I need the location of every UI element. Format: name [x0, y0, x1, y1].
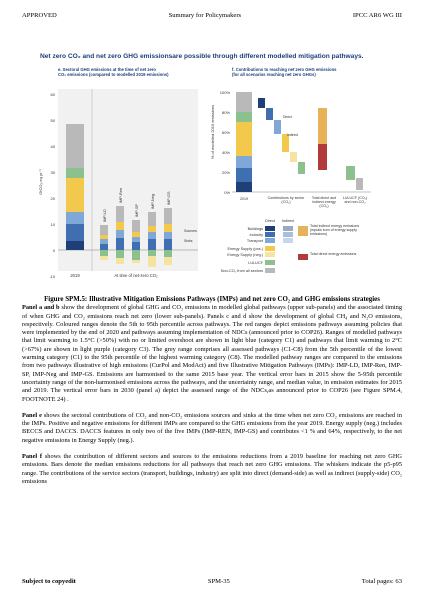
panel-f-legend: Direct Indirect Buildings Industry Trans…: [221, 219, 360, 273]
caption-lead-f: Panel f: [22, 453, 43, 461]
caption-lead-e: Panel e: [22, 411, 42, 419]
caption-paragraph-f: Panel f shows the contribution of differ…: [22, 453, 402, 486]
ytick-50: 50: [51, 118, 56, 123]
caption-text-f: shows the contribution of different sect…: [22, 453, 402, 485]
panel-e-yticks: 60 50 40 30 20 10 0 -10: [49, 92, 56, 279]
panel-e-x-2019: 2019: [70, 273, 80, 278]
figure-title: Net zero CO₂ and net zero GHG emissionsa…: [40, 53, 364, 60]
panel-e-x-netzero: At time of net-zero CO₂: [114, 273, 158, 278]
footer-right: Total pages: 63: [361, 578, 402, 585]
f-label-direct: Direct: [283, 115, 292, 119]
panel-e-ylabel: GtCO₂-eq yr⁻¹: [38, 169, 43, 195]
label-imp-ld: IMP-LD: [103, 209, 107, 222]
imp-gs-bar: [164, 208, 172, 265]
ftick-20: 20%: [222, 170, 230, 175]
panel-e: e. Sectoral GHG emissions at the time of…: [38, 67, 198, 279]
legend-industry: Industry: [249, 233, 263, 237]
figure-panels: e. Sectoral GHG emissions at the time of…: [38, 67, 371, 279]
legend-lulucf: LULUCF: [248, 261, 263, 265]
imp-neg-bar: [148, 212, 156, 267]
ftick-0: 0%: [224, 190, 230, 195]
label-imp-sp: IMP-SP: [135, 203, 139, 217]
f-x-lulucf: LULUCF (CO₂) and non-CO₂: [342, 196, 368, 205]
bar-2019-nonco2: [66, 124, 84, 168]
page-header: APPROVED Summary for Policymakers IPCC A…: [22, 12, 402, 22]
bar-2019-lulucf: [66, 168, 84, 178]
panel-e-title-1: e. Sectoral GHG emissions at the time of…: [58, 67, 156, 72]
bar-2019-transport: [66, 212, 84, 224]
legend-transport: Transport: [247, 239, 264, 243]
imp-labels: IMP-LD IMP-Ren IMP-SP IMP-Neg IMP-GS: [103, 188, 171, 222]
header-right: IPCC AR6 WG III: [352, 12, 402, 19]
panel-f-yticks: 100% 80% 60% 40% 20% 0%: [220, 90, 231, 195]
f-x-energy: Total direct and indirect energy (CO₂): [311, 196, 337, 209]
imp-ren-bar: [116, 206, 124, 264]
caption-lead-ab: Panel a and b: [22, 304, 60, 312]
legend-nonco2: Non-CO₂ from all sectors: [221, 269, 263, 273]
panel-f-xlabels: 2019 Contributions by sector (CO₂) Total…: [240, 196, 368, 209]
footer-left: Subject to copyedit: [22, 578, 76, 585]
caption-title: Figure SPM.5: Illustrative Mitigation Em…: [44, 296, 380, 303]
bar-2019-energy: [66, 178, 84, 212]
f-waterfall: [258, 98, 363, 190]
legend-buildings: Buildings: [248, 227, 264, 231]
caption-paragraph-e: Panel e shows the sectoral contributions…: [22, 412, 402, 445]
panel-e-title-2: CO₂ emissions (compared to modelled 2019…: [58, 72, 169, 77]
ytick-30: 30: [51, 170, 56, 175]
panel-f-title-2: (for all scenarios reaching net zero GHG…: [232, 72, 316, 77]
bar-2019-industry: [66, 224, 84, 241]
figure-caption: Figure SPM.5: Illustrative Mitigation Em…: [22, 296, 402, 486]
legend-direct-total: Total direct energy emissions: [310, 252, 357, 256]
imp-sp-bar: [132, 220, 140, 263]
legend-energy-neg: Energy Supply (neg.): [227, 253, 263, 257]
ytick-10: 10: [51, 222, 56, 227]
caption-text-e: shows the sectoral contributions of CO₂ …: [22, 411, 402, 444]
imp-bars: [100, 206, 172, 267]
footer-center: SPM-35: [207, 578, 230, 585]
imp-ld-bar: [100, 225, 108, 260]
label-imp-gs: IMP-GS: [167, 191, 171, 205]
f-x-sector: Contributions by sector (CO₂): [267, 196, 305, 205]
header-center: Summary for Policymakers: [168, 12, 242, 19]
panel-f-ylabel: % of modelled 2019 emissions: [210, 105, 215, 159]
f-x-2019: 2019: [240, 197, 248, 201]
legend-sources: Sources: [184, 229, 197, 233]
label-imp-ren: IMP-Ren: [119, 188, 123, 203]
ytick-60: 60: [51, 92, 56, 97]
ftick-100: 100%: [220, 90, 231, 95]
panel-f: f. Contributions to reaching net zero GH…: [210, 67, 371, 273]
ftick-60: 60%: [222, 130, 230, 135]
header-left: APPROVED: [22, 12, 57, 19]
legend-col-direct: Direct: [265, 219, 276, 223]
legend-indirect-total: Total indirect energy emissions (equals …: [310, 224, 360, 237]
f-label-indirect: Indirect: [287, 133, 298, 137]
page-footer: Subject to copyedit SPM-35 Total pages: …: [22, 578, 402, 585]
ytick-0: 0: [53, 248, 56, 253]
bar-2019-buildings: [66, 241, 84, 250]
label-imp-neg: IMP-Neg: [151, 194, 155, 209]
caption-text-ab: show the development of global GHG and C…: [22, 304, 403, 403]
ytick-minus10: -10: [49, 274, 56, 279]
ytick-40: 40: [51, 144, 56, 149]
legend-sinks: Sinks: [184, 239, 193, 243]
panel-f-title-1: f. Contributions to reaching net zero GH…: [232, 67, 337, 72]
f-bar-2019: [236, 92, 252, 192]
legend-col-indirect: Indirect: [282, 219, 295, 223]
legend-energy-pos: Energy Supply (pos.): [228, 247, 264, 251]
ytick-20: 20: [51, 196, 56, 201]
bar-2019: [66, 124, 84, 250]
ftick-80: 80%: [222, 110, 230, 115]
caption-paragraph-ab: Panel a and b show the development of gl…: [22, 304, 402, 404]
ftick-40: 40%: [222, 150, 230, 155]
